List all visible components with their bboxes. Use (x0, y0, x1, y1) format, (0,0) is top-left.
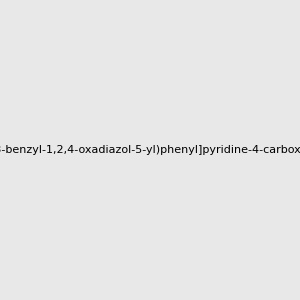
Text: N-[2-(3-benzyl-1,2,4-oxadiazol-5-yl)phenyl]pyridine-4-carboxamide: N-[2-(3-benzyl-1,2,4-oxadiazol-5-yl)phen… (0, 145, 300, 155)
